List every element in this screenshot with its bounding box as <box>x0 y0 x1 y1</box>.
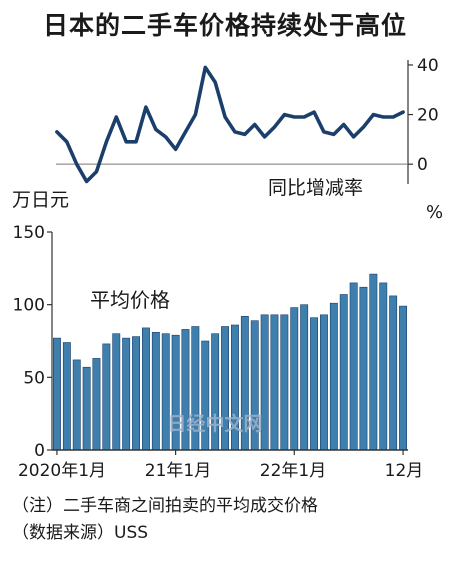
line-point <box>342 123 346 126</box>
line-point <box>381 115 385 119</box>
line-point <box>184 130 187 134</box>
bar <box>112 333 121 451</box>
line-point <box>322 130 326 134</box>
bar-y-axis-label: 万日元 <box>12 189 69 211</box>
line-y-tick-label: 40 <box>417 56 439 76</box>
bar-y-tick-label: 0 <box>34 441 45 461</box>
bar <box>389 295 398 451</box>
line-point <box>124 140 128 144</box>
bar <box>270 314 279 451</box>
line-point <box>292 115 296 119</box>
line-point <box>223 115 227 119</box>
line-point <box>312 110 316 114</box>
bar <box>300 304 309 451</box>
bar-x-tick-label: 2020年1月 <box>18 461 106 481</box>
bar-y-tick-label: 150 <box>13 223 45 243</box>
bar <box>369 273 378 451</box>
bar <box>151 331 160 451</box>
bar <box>339 294 348 451</box>
line-point <box>253 123 257 126</box>
line-point <box>332 133 336 136</box>
line-point <box>75 162 79 166</box>
bar <box>290 307 299 451</box>
bar <box>122 337 131 451</box>
line-point <box>372 113 375 116</box>
line-point <box>194 113 197 116</box>
line-point <box>85 180 88 183</box>
line-point <box>401 110 405 114</box>
line-point <box>233 130 237 134</box>
line-y-tick-label: 0 <box>417 155 428 175</box>
line-point <box>263 135 266 139</box>
watermark-logo: 日经中文网 <box>167 412 262 435</box>
line-point <box>134 140 138 144</box>
bar <box>132 336 140 451</box>
chart-title: 日本的二手车价格持续处于高位 <box>42 11 407 40</box>
bar <box>310 317 318 451</box>
line-point <box>283 113 286 116</box>
line-point <box>391 115 395 119</box>
line-point <box>95 170 98 173</box>
line-point <box>213 81 217 84</box>
bar-chart-series-label: 平均价格 <box>90 288 170 312</box>
line-point <box>105 140 108 144</box>
bar <box>82 366 91 451</box>
bar <box>379 282 388 451</box>
line-point <box>55 130 59 134</box>
line-point <box>174 147 177 151</box>
bar-y-tick-label: 100 <box>13 296 45 316</box>
bar <box>142 327 150 451</box>
line-point <box>352 135 355 139</box>
footnote: （注）二手车商之间拍卖的平均成交价格 <box>12 496 318 516</box>
line-y-axis-label: 同比增减率 <box>268 177 363 199</box>
bar <box>349 282 358 451</box>
line-point <box>203 66 207 69</box>
bar-x-tick-label: 22年1月 <box>260 461 326 481</box>
line-y-unit-label: % <box>426 202 443 223</box>
line-point <box>302 115 306 119</box>
bar <box>319 314 328 451</box>
line-point <box>243 133 247 136</box>
bar-y-tick-label: 50 <box>23 368 45 388</box>
line-series-yoy-change <box>55 65 405 184</box>
bar <box>359 286 368 451</box>
bar <box>399 305 407 451</box>
line-point <box>273 125 276 129</box>
line-y-tick-label: 20 <box>417 106 439 126</box>
line-point <box>144 105 148 109</box>
bar-x-tick-label: 12月 <box>385 461 424 481</box>
line-point <box>164 135 168 139</box>
line-point <box>114 115 118 119</box>
bar <box>62 342 71 451</box>
line-point <box>362 125 365 129</box>
source-note: （数据来源）USS <box>12 523 149 543</box>
line-point <box>154 128 158 131</box>
bar <box>52 337 61 451</box>
bar <box>72 359 81 451</box>
line-point <box>65 140 69 144</box>
bar <box>280 314 289 451</box>
bar <box>102 343 111 451</box>
bar <box>329 302 338 451</box>
bar <box>92 358 101 451</box>
bar-x-tick-label: 21年1月 <box>145 461 211 481</box>
